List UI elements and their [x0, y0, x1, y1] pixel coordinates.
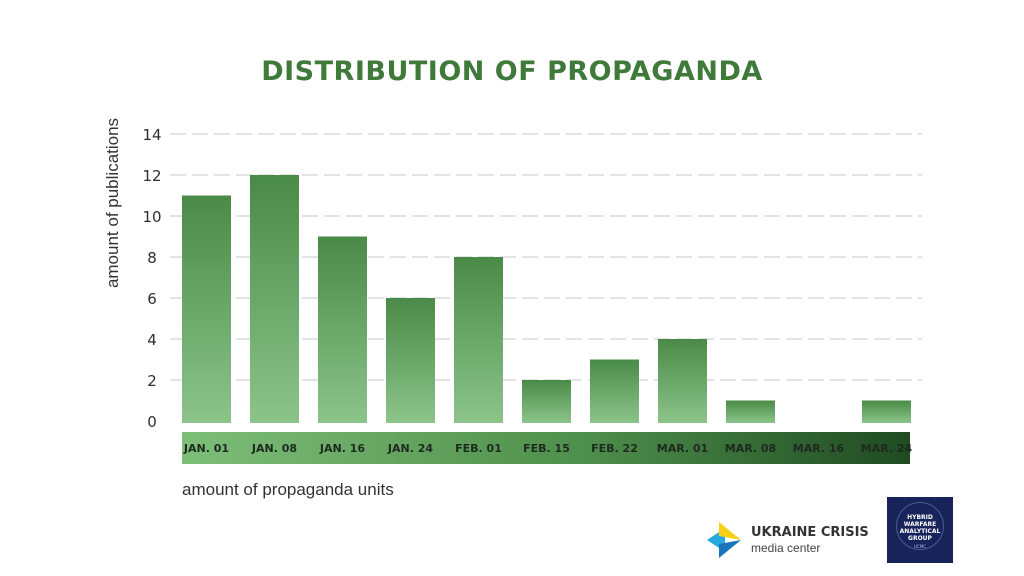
hwag-ring-icon: [896, 502, 944, 550]
bar: [182, 195, 231, 423]
hwag-line-1: HYBRID: [907, 514, 933, 521]
x-tick-label: FEB. 22: [591, 442, 638, 455]
ucmc-name: UKRAINE CRISIS: [751, 525, 869, 540]
bars: [182, 175, 911, 423]
bar: [454, 257, 503, 423]
x-tick-label: JAN. 24: [387, 442, 433, 455]
hwag-line-4: GROUP: [908, 535, 932, 542]
x-axis-band: [182, 432, 910, 464]
ukraine-crisis-logo: UKRAINE CRISIS media center: [707, 522, 869, 560]
y-tick-label: 6: [147, 290, 157, 308]
hwag-logo: HYBRID WARFARE ANALYTICAL GROUP UCMC: [887, 497, 953, 563]
x-tick-label: FEB. 15: [523, 442, 570, 455]
hwag-line-2: WARFARE: [903, 521, 937, 528]
x-axis-label: amount of propaganda units: [182, 480, 394, 499]
x-tick-label: JAN. 01: [183, 442, 229, 455]
x-tick-label: MAR. 24: [861, 442, 913, 455]
chart-title: DISTRIBUTION OF PROPAGANDA: [261, 56, 763, 87]
bar: [318, 236, 367, 423]
y-tick-label: 4: [147, 331, 157, 349]
bar: [658, 339, 707, 423]
x-tick-label: MAR. 16: [793, 442, 845, 455]
y-tick-label: 10: [142, 208, 161, 226]
x-axis-ticks: JAN. 01 JAN. 08 JAN. 16 JAN. 24 FEB. 01 FEB. …: [183, 442, 913, 455]
bar: [386, 298, 435, 423]
hwag-line-3: ANALYTICAL: [899, 528, 941, 535]
y-tick-label: 0: [147, 413, 157, 431]
ucmc-triangle-icon: [707, 522, 741, 558]
y-tick-label: 14: [142, 126, 161, 144]
bar: [726, 400, 775, 423]
x-tick-label: JAN. 16: [319, 442, 365, 455]
y-axis-ticks: 0 2 4 6 8 10 12 14: [142, 126, 161, 431]
y-tick-label: 2: [147, 372, 157, 390]
x-tick-label: MAR. 01: [657, 442, 708, 455]
x-tick-label: JAN. 08: [251, 442, 297, 455]
bar: [862, 400, 911, 423]
hwag-small-text: UCMC: [914, 544, 926, 549]
bar: [522, 380, 571, 423]
x-tick-label: MAR. 08: [725, 442, 776, 455]
bar: [250, 175, 299, 423]
y-tick-label: 8: [147, 249, 157, 267]
y-tick-label: 12: [142, 167, 161, 185]
x-tick-label: FEB. 01: [455, 442, 502, 455]
bar: [590, 359, 639, 423]
ucmc-subtitle: media center: [751, 541, 821, 555]
